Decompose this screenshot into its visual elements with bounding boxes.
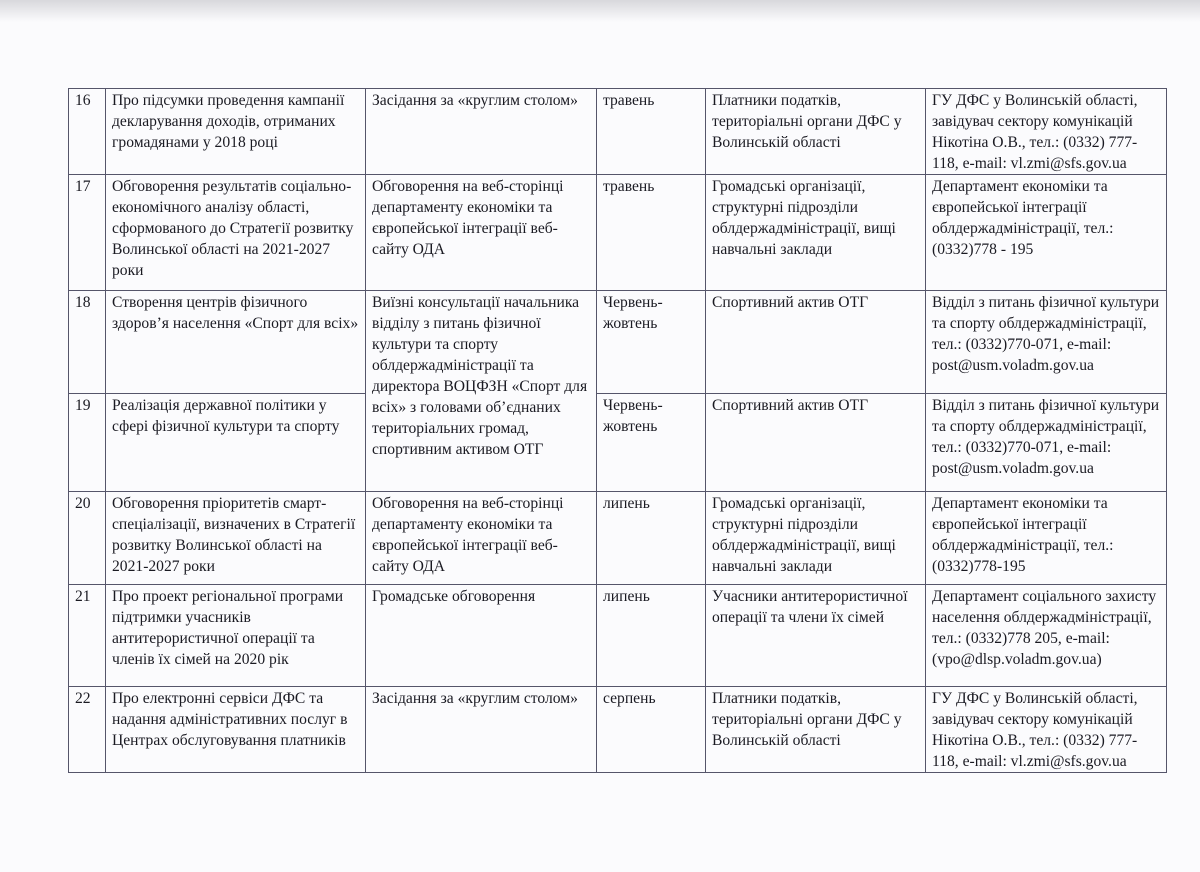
cell-form: Засідання за «круглим столом» (365, 686, 597, 773)
cell-topic: Про електронні сервіси ДФС та надання ад… (105, 686, 366, 773)
cell-num: 20 (68, 491, 106, 585)
cell-participants: Платники податків, територіальні органи … (705, 686, 926, 773)
cell-form: Обговорення на веб-сторінці департаменту… (365, 174, 597, 291)
cell-form: Обговорення на веб-сторінці департаменту… (365, 491, 597, 585)
cell-participants: Спортивний актив ОТГ (705, 393, 926, 492)
cell-topic: Про підсумки проведення кампанії деклару… (105, 88, 366, 175)
table-row: 18 Створення центрів фізичного здоров’я н… (68, 290, 1167, 492)
table-row: 16 Про підсумки проведення кампанії декла… (68, 88, 1167, 175)
cell-num: 19 (68, 393, 106, 492)
cell-topic: Обговорення результатів соціально-економ… (105, 174, 366, 291)
cell-form: Громадське обговорення (365, 584, 597, 687)
cell-responsible: Департамент економіки та європейської ін… (925, 174, 1167, 291)
cell-term: Червень-жовтень (596, 290, 706, 394)
cell-form: Виїзні консультації начальника відділу з… (365, 290, 597, 492)
cell-term: травень (596, 88, 706, 175)
cell-responsible: ГУ ДФС у Волинській області, завідувач с… (925, 88, 1167, 175)
cell-topic: Про проект регіональної програми підтрим… (105, 584, 366, 687)
cell-form: Засідання за «круглим столом» (365, 88, 597, 175)
events-table: 16 Про підсумки проведення кампанії декла… (68, 88, 1167, 773)
cell-term: Червень-жовтень (596, 393, 706, 492)
cell-term: серпень (596, 686, 706, 773)
cell-num: 16 (68, 88, 106, 175)
cell-num: 22 (68, 686, 106, 773)
cell-num: 18 (68, 290, 106, 394)
cell-participants: Спортивний актив ОТГ (705, 290, 926, 394)
cell-responsible: Департамент соціального захисту населенн… (925, 584, 1167, 687)
cell-responsible: Департамент економіки та європейської ін… (925, 491, 1167, 585)
cell-term: липень (596, 491, 706, 585)
cell-topic: Реалізація державної політики у сфері фі… (105, 393, 366, 492)
cell-responsible: ГУ ДФС у Волинській області, завідувач с… (925, 686, 1167, 773)
table-row: 22 Про електронні сервіси ДФС та надання … (68, 686, 1167, 773)
cell-responsible: Відділ з питань фізичної культури та спо… (925, 393, 1167, 492)
scan-edge-shadow (0, 0, 1200, 22)
cell-num: 21 (68, 584, 106, 687)
cell-topic: Створення центрів фізичного здоров’я нас… (105, 290, 366, 394)
table-row: 19 Реалізація державної політики у сфері … (68, 393, 1167, 492)
cell-participants: Платники податків, територіальні органи … (705, 88, 926, 175)
cell-participants: Учасники антитерористичної операції та ч… (705, 584, 926, 687)
cell-term: липень (596, 584, 706, 687)
cell-topic: Обговорення пріоритетів смарт-спеціаліза… (105, 491, 366, 585)
cell-participants: Громадські організації, структурні підро… (705, 174, 926, 291)
cell-participants: Громадські організації, структурні підро… (705, 491, 926, 585)
table-row: 21 Про проект регіональної програми підтр… (68, 584, 1167, 687)
cell-num: 17 (68, 174, 106, 291)
cell-term: травень (596, 174, 706, 291)
cell-responsible: Відділ з питань фізичної культури та спо… (925, 290, 1167, 394)
table-row: 20 Обговорення пріоритетів смарт-спеціалі… (68, 491, 1167, 585)
table-row: 17 Обговорення результатів соціально-екон… (68, 174, 1167, 291)
